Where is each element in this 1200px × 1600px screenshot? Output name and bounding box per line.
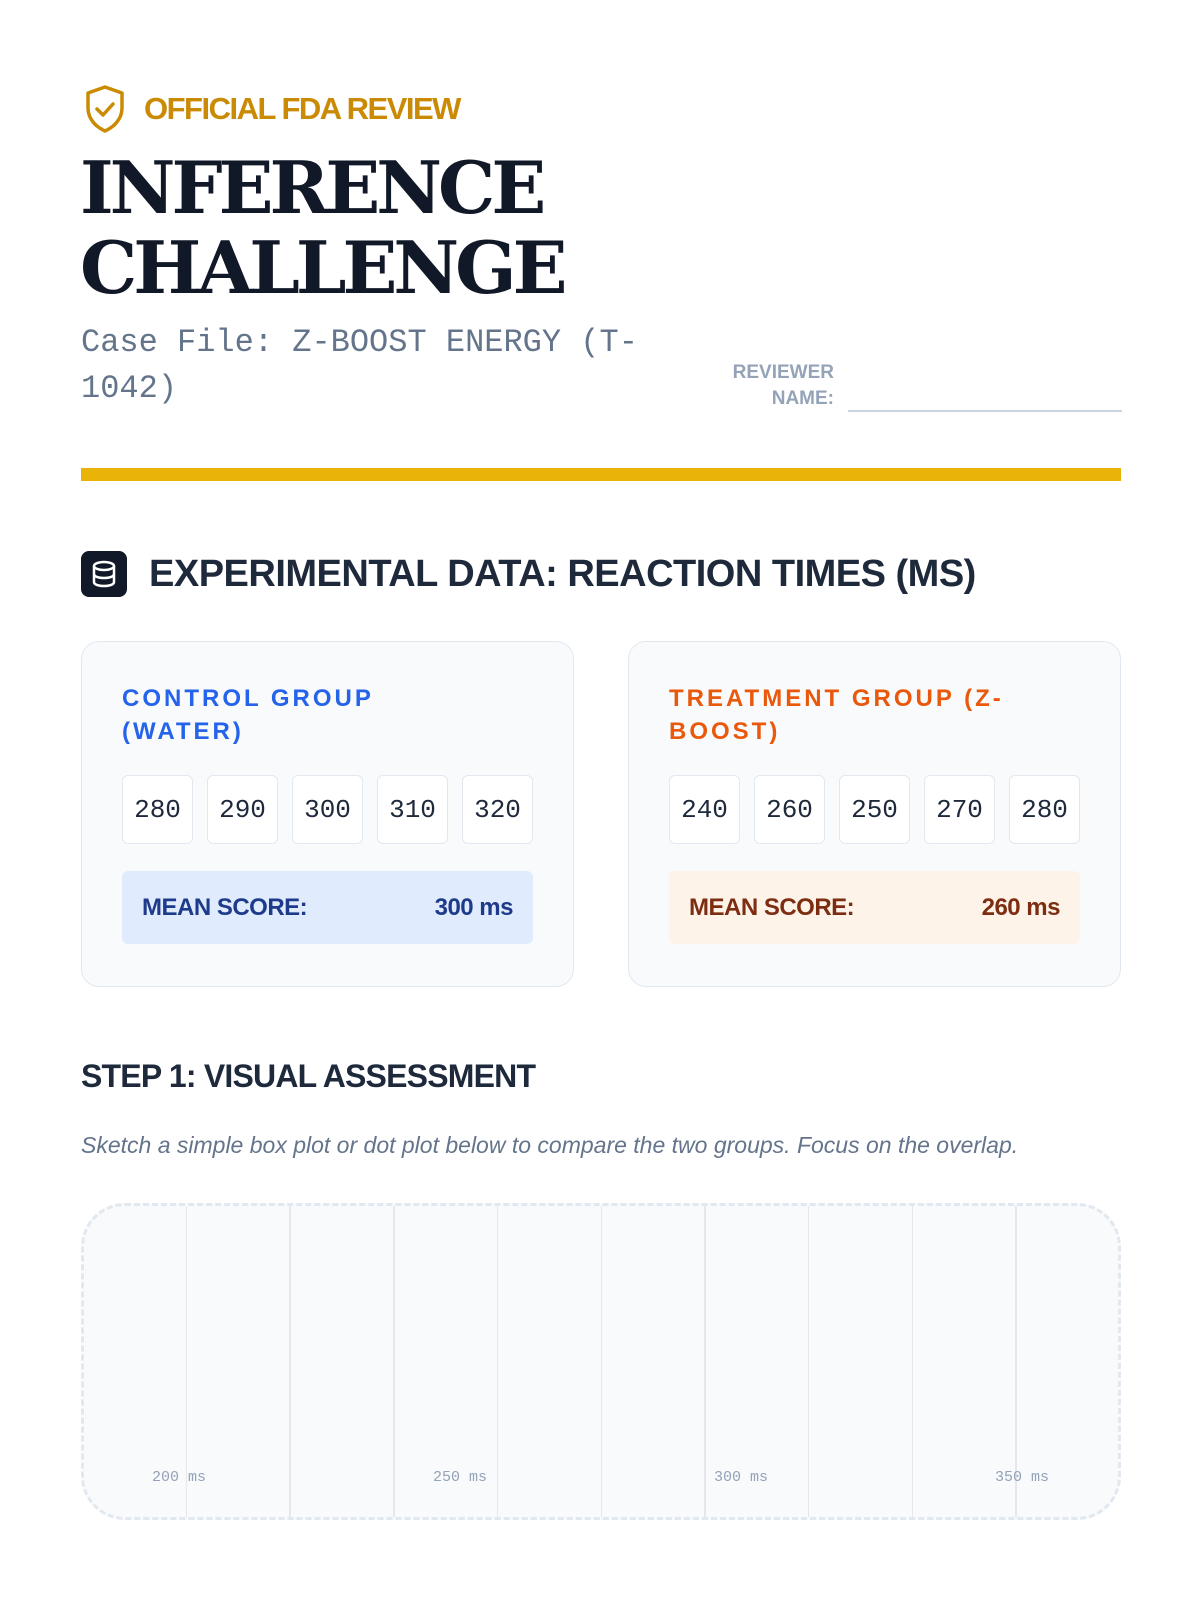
section-title: EXPERIMENTAL DATA: REACTION TIMES (MS): [149, 552, 976, 595]
grid-line: [496, 1206, 499, 1517]
axis-tick: 250 ms: [432, 1469, 488, 1486]
grid-line: [289, 1206, 291, 1517]
step1-instructions: Sketch a simple box plot or dot plot bel…: [81, 1132, 1019, 1158]
step1-title: STEP 1: VISUAL ASSESSMENT: [81, 1058, 536, 1094]
sketch-area[interactable]: 200 ms 250 ms 300 ms 350 ms: [81, 1203, 1121, 1520]
treatment-mean: MEAN SCORE: 260 ms: [669, 871, 1080, 944]
grid-line: [704, 1206, 706, 1517]
value-cell: 320: [462, 775, 533, 844]
value-cell: 280: [1009, 775, 1080, 844]
title-line-1: INFERENCE: [80, 145, 546, 230]
control-values: 280 290 300 310 320: [122, 775, 533, 844]
value-cell: 280: [122, 775, 193, 844]
accent-divider: [81, 468, 1121, 481]
value-cell: 290: [207, 775, 278, 844]
database-icon: [81, 551, 127, 597]
axis-tick: 300 ms: [713, 1469, 769, 1486]
mean-value: 300 ms: [434, 893, 514, 921]
axis-tick: 200 ms: [151, 1469, 207, 1486]
grid-line: [1015, 1206, 1017, 1517]
control-mean: MEAN SCORE: 300 ms: [122, 871, 533, 944]
grid-line: [185, 1206, 188, 1517]
grid-line: [600, 1206, 602, 1517]
value-cell: 240: [669, 775, 740, 844]
grid-line: [807, 1206, 810, 1517]
badge-label: OFFICIAL FDA REVIEW: [144, 91, 461, 126]
title-line-2: CHALLENGE: [80, 225, 568, 310]
treatment-title: TREATMENT GROUP (Z-BOOST): [669, 685, 1004, 745]
shield-check-icon: [86, 85, 124, 133]
value-cell: 300: [292, 775, 363, 844]
reviewer-label: REVIEWER NAME:: [732, 362, 834, 409]
value-cell: 270: [924, 775, 995, 844]
section-header: EXPERIMENTAL DATA: REACTION TIMES (MS): [81, 551, 976, 597]
value-cell: 310: [377, 775, 448, 844]
value-cell: 250: [839, 775, 910, 844]
value-cell: 260: [754, 775, 825, 844]
axis-tick: 350 ms: [994, 1469, 1050, 1486]
mean-value: 260 ms: [981, 893, 1061, 921]
mean-label: MEAN SCORE:: [142, 893, 308, 921]
grid-line: [393, 1206, 395, 1517]
grid-line: [911, 1206, 914, 1517]
treatment-group-card: TREATMENT GROUP (Z-BOOST) 240 260 250 27…: [628, 641, 1121, 987]
control-group-card: CONTROL GROUP (WATER) 280 290 300 310 32…: [81, 641, 574, 987]
control-title: CONTROL GROUP (WATER): [122, 685, 374, 745]
official-badge: OFFICIAL FDA REVIEW: [84, 84, 461, 134]
treatment-values: 240 260 250 270 280: [669, 775, 1080, 844]
case-file: Case File: Z-BOOST ENERGY (T-1042): [81, 324, 638, 407]
reviewer-name-input[interactable]: [848, 366, 1122, 412]
page-title: INFERENCE CHALLENGE: [80, 145, 568, 310]
reviewer-name-field: REVIEWER NAME:: [700, 360, 1122, 412]
mean-label: MEAN SCORE:: [689, 893, 855, 921]
